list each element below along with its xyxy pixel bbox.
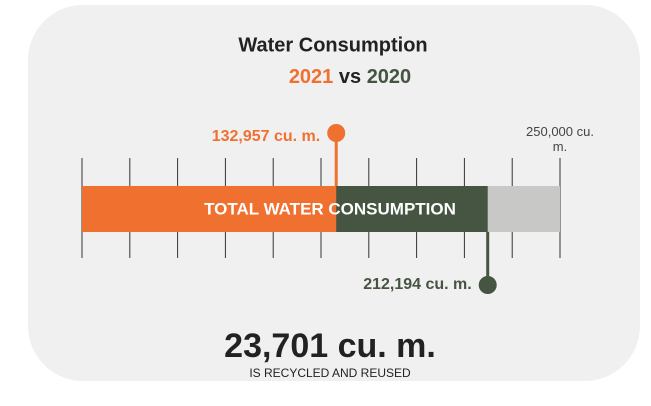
value-label: 132,957 cu. m. — [212, 128, 321, 145]
chart-subtitle: 2021 vs 2020 — [289, 66, 411, 88]
value-label: 212,194 cu. m. — [363, 276, 472, 293]
recycled-value: 23,701 cu. m. — [224, 327, 436, 365]
subtitle-join: vs — [339, 66, 361, 88]
pin-head — [478, 276, 497, 294]
legend-2020: 2020 — [367, 66, 412, 88]
recycled-caption: IS RECYCLED AND REUSED — [249, 366, 411, 380]
bar — [82, 186, 337, 232]
x-tick-label: 250,000 cu. m. — [526, 124, 594, 154]
pin-head — [327, 124, 346, 142]
chart-title: Water Consumption — [238, 34, 427, 56]
bar-label: TOTAL WATER CONSUMPTION — [204, 199, 456, 218]
legend-2021: 2021 — [289, 66, 334, 88]
